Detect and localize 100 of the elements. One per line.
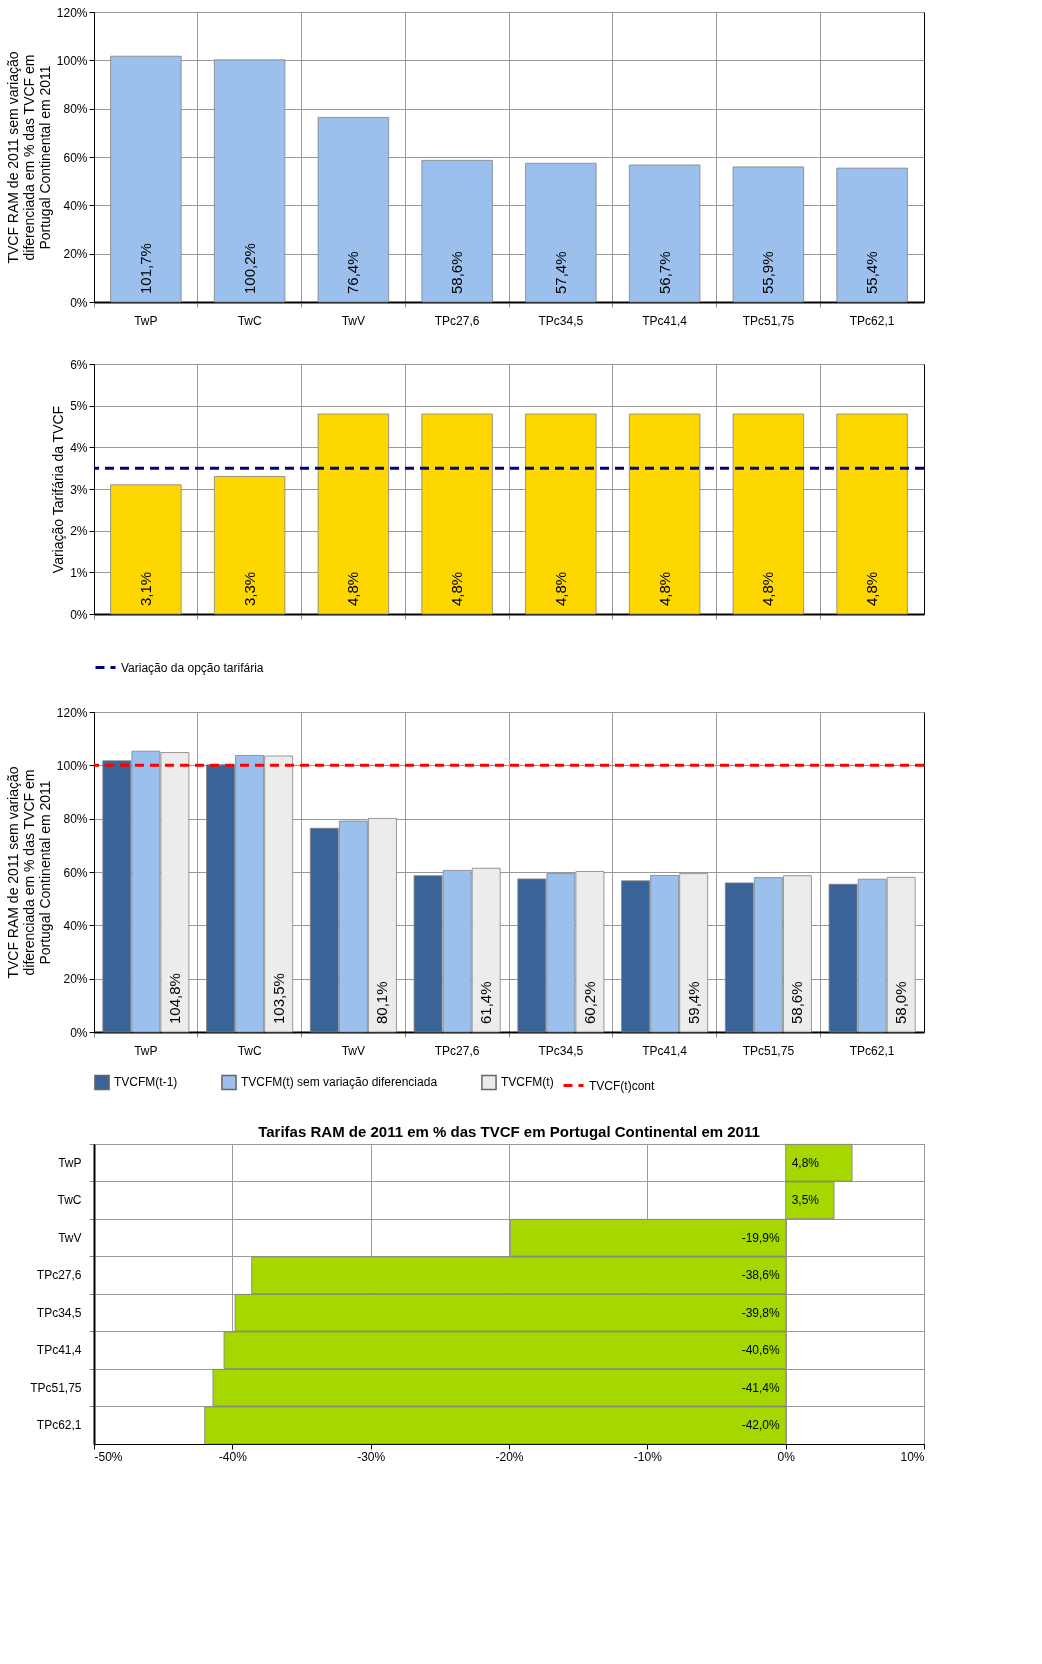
- data-label: 4,8%: [863, 571, 881, 606]
- data-label: -39,8%: [741, 1305, 780, 1320]
- y-tick-label: TwP: [58, 1155, 82, 1170]
- x-tick-label: TPc34,5: [538, 313, 584, 328]
- x-tick-label: 0%: [777, 1449, 796, 1464]
- y-tick-label: 40%: [63, 198, 88, 213]
- bar: [628, 413, 701, 615]
- y-tick-label: TPc62,1: [36, 1418, 82, 1433]
- y-tick-label: 60%: [63, 150, 88, 165]
- x-tick-label: TPc41,4: [642, 1043, 688, 1058]
- y-tick-label: 40%: [63, 918, 88, 933]
- y-tick-label: TPc51,75: [30, 1380, 82, 1395]
- y-tick-label: 100%: [56, 758, 88, 773]
- x-tick-label: TPc62,1: [849, 1043, 895, 1058]
- y-tick-label: 120%: [56, 5, 88, 20]
- data-label: 76,4%: [344, 251, 362, 294]
- data-label: -38,6%: [741, 1268, 780, 1283]
- data-label: 56,7%: [655, 251, 673, 294]
- data-label: 59,4%: [684, 981, 702, 1024]
- data-label: 58,6%: [788, 981, 806, 1024]
- bar: [317, 116, 390, 303]
- legend-label: TVCFM(t-1): [114, 1075, 178, 1090]
- data-label: -40,6%: [741, 1343, 780, 1358]
- x-tick-label: -10%: [633, 1449, 663, 1464]
- y-tick-label: 0%: [70, 607, 88, 622]
- y-tick-label: 80%: [63, 102, 88, 117]
- x-tick-label: TPc41,4: [642, 313, 688, 328]
- x-tick-label: 10%: [900, 1449, 925, 1464]
- data-label: -42,0%: [741, 1418, 780, 1433]
- y-tick-label: TPc27,6: [36, 1268, 82, 1283]
- data-label: 3,1%: [136, 571, 154, 606]
- bar: [213, 476, 286, 615]
- data-label: 4,8%: [791, 1155, 820, 1170]
- y-tick-label: 80%: [63, 812, 88, 827]
- bar: [525, 413, 597, 615]
- data-label: 55,4%: [863, 251, 881, 294]
- x-tick-label: TwC: [237, 1043, 262, 1058]
- data-label: -19,9%: [741, 1230, 780, 1245]
- data-label: 4,8%: [759, 571, 777, 606]
- data-label: 3,3%: [240, 571, 258, 606]
- bar: [732, 413, 805, 615]
- y-tick-label: 120%: [56, 705, 88, 720]
- x-tick-label: TPc34,5: [538, 1043, 584, 1058]
- x-tick-label: TPc27,6: [434, 1043, 480, 1058]
- x-tick-label: TwV: [341, 1043, 366, 1058]
- bar: [317, 413, 390, 615]
- x-tick-label: -50%: [94, 1449, 123, 1464]
- x-tick-label: TPc62,1: [849, 313, 895, 328]
- data-label: 104,8%: [165, 973, 183, 1024]
- data-label: 101,7%: [136, 243, 154, 294]
- y-axis-title: TVCF RAM de 2011 sem variação diferenciada em % das TVCF em Portugal Continental em 2011: [4, 51, 53, 264]
- data-label: 60,2%: [580, 981, 598, 1024]
- data-label: 4,8%: [551, 571, 569, 606]
- y-tick-label: 3%: [70, 482, 88, 497]
- legend-label: Variação da opção tarifária: [121, 660, 264, 675]
- data-label: 4,8%: [448, 571, 466, 606]
- y-tick-label: 5%: [70, 399, 88, 414]
- y-tick-label: 4%: [70, 440, 88, 455]
- y-tick-label: 0%: [70, 1025, 88, 1040]
- y-tick-label: TPc41,4: [36, 1343, 82, 1358]
- data-label: 61,4%: [477, 981, 495, 1024]
- y-axis-title: TVCF RAM de 2011 sem variação diferenciada em % das TVCF em Portugal Continental em 2011: [4, 766, 53, 979]
- x-tick-label: -40%: [218, 1449, 248, 1464]
- data-label: 103,5%: [269, 973, 287, 1024]
- x-tick-label: TPc27,6: [434, 313, 480, 328]
- x-tick-label: -30%: [357, 1449, 386, 1464]
- data-label: 58,0%: [892, 981, 910, 1024]
- bar: [213, 59, 286, 303]
- x-tick-label: TwP: [134, 1043, 158, 1058]
- y-tick-label: 60%: [63, 865, 88, 880]
- x-tick-label: TPc51,75: [742, 313, 795, 328]
- y-tick-label: 6%: [70, 357, 88, 372]
- legend-label: TVCFM(t) sem variação diferenciada: [241, 1075, 438, 1090]
- bar: [110, 55, 182, 303]
- x-tick-label: TwC: [237, 313, 262, 328]
- x-tick-label: -20%: [495, 1449, 524, 1464]
- y-tick-label: 20%: [63, 972, 88, 987]
- x-tick-label: TwP: [134, 313, 158, 328]
- y-tick-label: TwV: [58, 1230, 82, 1245]
- bar: [836, 413, 908, 615]
- y-tick-label: TwC: [57, 1193, 82, 1208]
- bar: [525, 162, 597, 303]
- bar: [421, 159, 493, 303]
- data-label: 57,4%: [551, 251, 569, 294]
- data-label: -41,4%: [741, 1380, 780, 1395]
- y-tick-label: 1%: [70, 565, 88, 580]
- data-label: 4,8%: [655, 571, 673, 606]
- data-label: 58,6%: [448, 251, 466, 294]
- bar: [836, 167, 908, 303]
- data-label: 4,8%: [344, 571, 362, 606]
- y-tick-label: 0%: [70, 295, 88, 310]
- chart-title: Tarifas RAM de 2011 em % das TVCF em Portugal Continental em 2011: [258, 1122, 760, 1140]
- y-tick-label: 20%: [63, 247, 88, 262]
- data-label: 100,2%: [240, 243, 258, 294]
- bar: [732, 166, 805, 303]
- bar: [110, 484, 182, 615]
- y-axis-title: Variação Tarifária da TVCF: [50, 405, 67, 574]
- data-label: 80,1%: [373, 981, 391, 1024]
- data-label: 55,9%: [759, 251, 777, 294]
- y-tick-label: TPc34,5: [36, 1305, 82, 1320]
